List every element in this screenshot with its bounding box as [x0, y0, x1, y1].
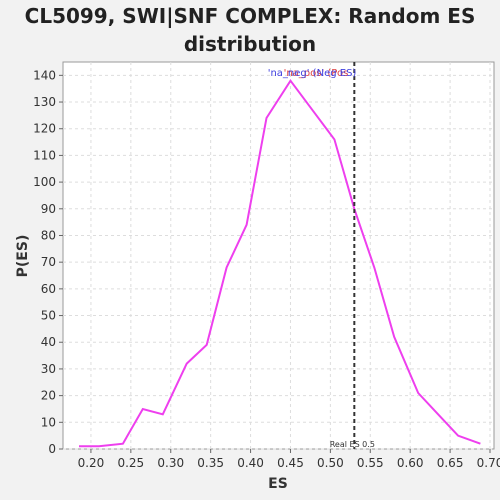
y-tick-label: 40: [41, 335, 56, 349]
y-tick-label: 10: [41, 415, 56, 429]
x-tick-label: 0.45: [277, 456, 304, 470]
chart-title-line-2: distribution: [183, 32, 317, 56]
y-tick-label: 110: [33, 148, 56, 162]
chart-title-line-1: CL5099, SWI|SNF COMPLEX: Random ES: [24, 4, 476, 28]
x-tick-label: 0.35: [197, 456, 224, 470]
x-tick-label: 0.70: [477, 456, 500, 470]
y-axis-label: P(ES): [15, 235, 31, 278]
y-axis-ticks: 0 10 20 30 40 50 60 70 80 90 100 110 120 130 140: [33, 68, 63, 456]
annotation-neg: 'na_neg' (Neg ES): [268, 68, 357, 79]
x-tick-label: 0.40: [237, 456, 264, 470]
y-tick-label: 50: [41, 309, 56, 323]
plot-area: [62, 61, 495, 450]
x-tick-label: 0.65: [437, 456, 464, 470]
y-tick-label: 60: [41, 282, 56, 296]
real-es-label: Real ES 0.5: [330, 440, 375, 449]
real-es-marker: Real ES 0.5: [330, 62, 375, 449]
x-axis-label: ES: [268, 476, 288, 492]
series-layer: [79, 78, 481, 448]
x-tick-label: 0.60: [397, 456, 424, 470]
x-axis-ticks: 0.20 0.25 0.30 0.35 0.40 0.45 0.50 0.55 0.60 0.65…: [78, 449, 500, 470]
y-tick-label: 100: [33, 175, 56, 189]
chart-title: CL5099, SWI|SNF COMPLEX: Random ES distr…: [0, 2, 500, 58]
y-tick-label: 20: [41, 389, 56, 403]
series-line: [79, 78, 481, 448]
y-tick-label: 130: [33, 95, 56, 109]
x-tick-label: 0.25: [117, 456, 144, 470]
y-tick-label: 90: [41, 202, 56, 216]
y-tick-label: 120: [33, 122, 56, 136]
y-tick-label: 140: [33, 68, 56, 82]
y-tick-label: 80: [41, 228, 56, 242]
annotation-pos: 'na_pos' (Pos: [284, 68, 349, 79]
x-tick-label: 0.50: [317, 456, 344, 470]
x-tick-label: 0.20: [78, 456, 105, 470]
y-tick-label: 70: [41, 255, 56, 269]
y-tick-label: 0: [48, 442, 56, 456]
y-tick-label: 30: [41, 362, 56, 376]
annotations: 'na_pos' (Pos'na_neg' (Neg ES): [268, 68, 357, 79]
x-tick-label: 0.30: [157, 456, 184, 470]
x-tick-label: 0.55: [357, 456, 384, 470]
